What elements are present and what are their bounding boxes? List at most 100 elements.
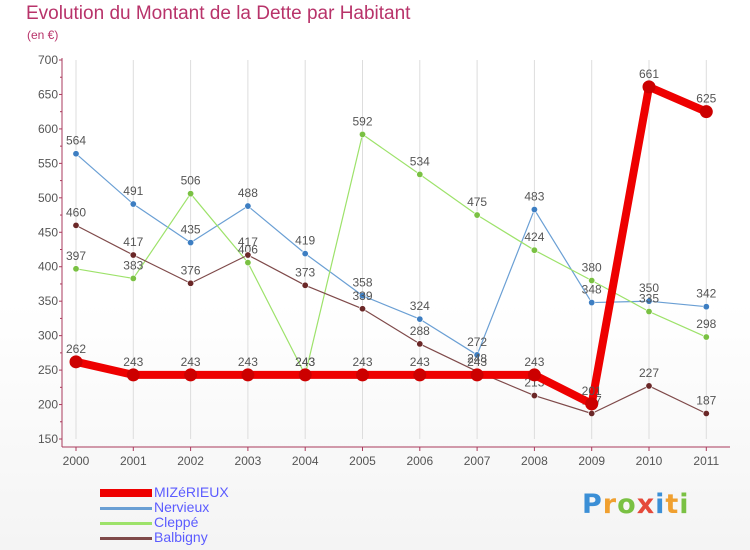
series-line bbox=[75, 153, 707, 356]
series-line bbox=[72, 82, 711, 408]
data-point bbox=[702, 410, 710, 418]
logo-letter: i bbox=[655, 489, 666, 520]
legend-swatch bbox=[100, 522, 152, 525]
data-point bbox=[470, 368, 484, 382]
y-tick-label: 200 bbox=[38, 398, 58, 412]
y-tick-label: 500 bbox=[38, 191, 58, 205]
data-label: 243 bbox=[181, 355, 201, 369]
data-point bbox=[187, 239, 195, 247]
proxiti-logo: Proxiti bbox=[582, 489, 690, 520]
data-label: 424 bbox=[524, 230, 544, 244]
legend-swatch bbox=[100, 489, 152, 497]
data-point bbox=[416, 170, 424, 178]
data-point bbox=[588, 277, 596, 285]
y-tick-label: 650 bbox=[38, 87, 58, 101]
data-point bbox=[473, 211, 481, 219]
y-tick-label: 550 bbox=[38, 156, 58, 170]
data-point bbox=[72, 265, 80, 273]
data-label: 243 bbox=[238, 355, 258, 369]
data-label: 358 bbox=[352, 276, 372, 290]
y-tick-label: 250 bbox=[38, 363, 58, 377]
data-label: 201 bbox=[582, 384, 602, 398]
data-point bbox=[241, 368, 255, 382]
x-tick-label: 2005 bbox=[349, 454, 376, 468]
data-point bbox=[645, 308, 653, 316]
data-label: 342 bbox=[696, 287, 716, 301]
data-point bbox=[413, 368, 427, 382]
logo-letter: o bbox=[617, 489, 637, 520]
data-point bbox=[645, 382, 653, 390]
data-point bbox=[358, 130, 366, 138]
data-label: 288 bbox=[410, 324, 430, 338]
data-point bbox=[356, 368, 369, 382]
data-label: 460 bbox=[66, 205, 86, 219]
x-tick-label: 2008 bbox=[521, 454, 548, 468]
data-point bbox=[642, 80, 656, 94]
legend-swatch bbox=[100, 507, 152, 510]
series-line bbox=[75, 224, 707, 415]
data-label: 248 bbox=[467, 351, 487, 365]
data-point bbox=[187, 190, 195, 198]
x-tick-label: 2011 bbox=[693, 454, 719, 468]
data-label: 417 bbox=[123, 235, 143, 249]
data-label: 564 bbox=[66, 134, 86, 148]
logo-letter: x bbox=[636, 489, 656, 520]
y-tick-label: 700 bbox=[38, 53, 58, 67]
data-point bbox=[129, 274, 137, 282]
x-tick-label: 2000 bbox=[63, 454, 90, 468]
y-tick-label: 600 bbox=[38, 122, 58, 136]
data-label: 625 bbox=[696, 92, 716, 106]
data-label: 376 bbox=[181, 263, 201, 277]
logo-letter: i bbox=[679, 489, 690, 520]
data-label: 419 bbox=[295, 234, 315, 248]
y-tick-label: 350 bbox=[38, 294, 58, 308]
logo-letter: r bbox=[602, 489, 618, 520]
series-line bbox=[75, 133, 707, 376]
data-point bbox=[527, 368, 541, 382]
data-label: 417 bbox=[238, 235, 258, 249]
data-point bbox=[301, 250, 309, 258]
x-tick-label: 2010 bbox=[636, 454, 663, 468]
data-label: 243 bbox=[295, 355, 315, 369]
legend-label: Nervieux bbox=[154, 499, 210, 515]
data-label: 272 bbox=[467, 335, 487, 349]
data-label: 243 bbox=[123, 355, 143, 369]
data-point bbox=[702, 303, 710, 311]
data-point bbox=[244, 202, 252, 210]
data-point bbox=[72, 150, 80, 158]
data-label: 348 bbox=[582, 283, 602, 297]
data-point bbox=[702, 333, 710, 341]
data-point bbox=[530, 206, 538, 214]
x-tick-label: 2006 bbox=[406, 454, 433, 468]
data-point bbox=[358, 305, 366, 313]
data-point bbox=[301, 281, 309, 289]
data-label: 383 bbox=[123, 258, 143, 272]
data-point bbox=[416, 340, 424, 348]
data-label: 373 bbox=[295, 265, 315, 279]
data-point bbox=[416, 315, 424, 323]
data-point bbox=[187, 279, 195, 287]
data-label: 661 bbox=[639, 67, 659, 81]
data-label: 335 bbox=[639, 292, 659, 306]
legend-label: Balbigny bbox=[154, 529, 208, 545]
data-label: 506 bbox=[181, 174, 201, 188]
x-tick-label: 2007 bbox=[464, 454, 491, 468]
y-tick-label: 450 bbox=[38, 225, 58, 239]
data-label: 534 bbox=[410, 154, 430, 168]
data-label: 592 bbox=[352, 114, 372, 128]
data-point bbox=[358, 292, 366, 300]
data-label: 298 bbox=[696, 317, 716, 331]
data-label: 243 bbox=[295, 355, 315, 369]
logo-letter: P bbox=[582, 489, 603, 520]
data-point bbox=[473, 351, 481, 359]
data-label: 380 bbox=[582, 261, 602, 275]
logo-letter: t bbox=[665, 489, 680, 520]
x-tick-label: 2004 bbox=[292, 454, 319, 468]
data-label: 243 bbox=[524, 355, 544, 369]
y-tick-label: 300 bbox=[38, 329, 58, 343]
data-label: 406 bbox=[238, 243, 258, 257]
data-point bbox=[298, 368, 312, 382]
data-point bbox=[588, 299, 596, 307]
data-label: 475 bbox=[467, 195, 487, 209]
